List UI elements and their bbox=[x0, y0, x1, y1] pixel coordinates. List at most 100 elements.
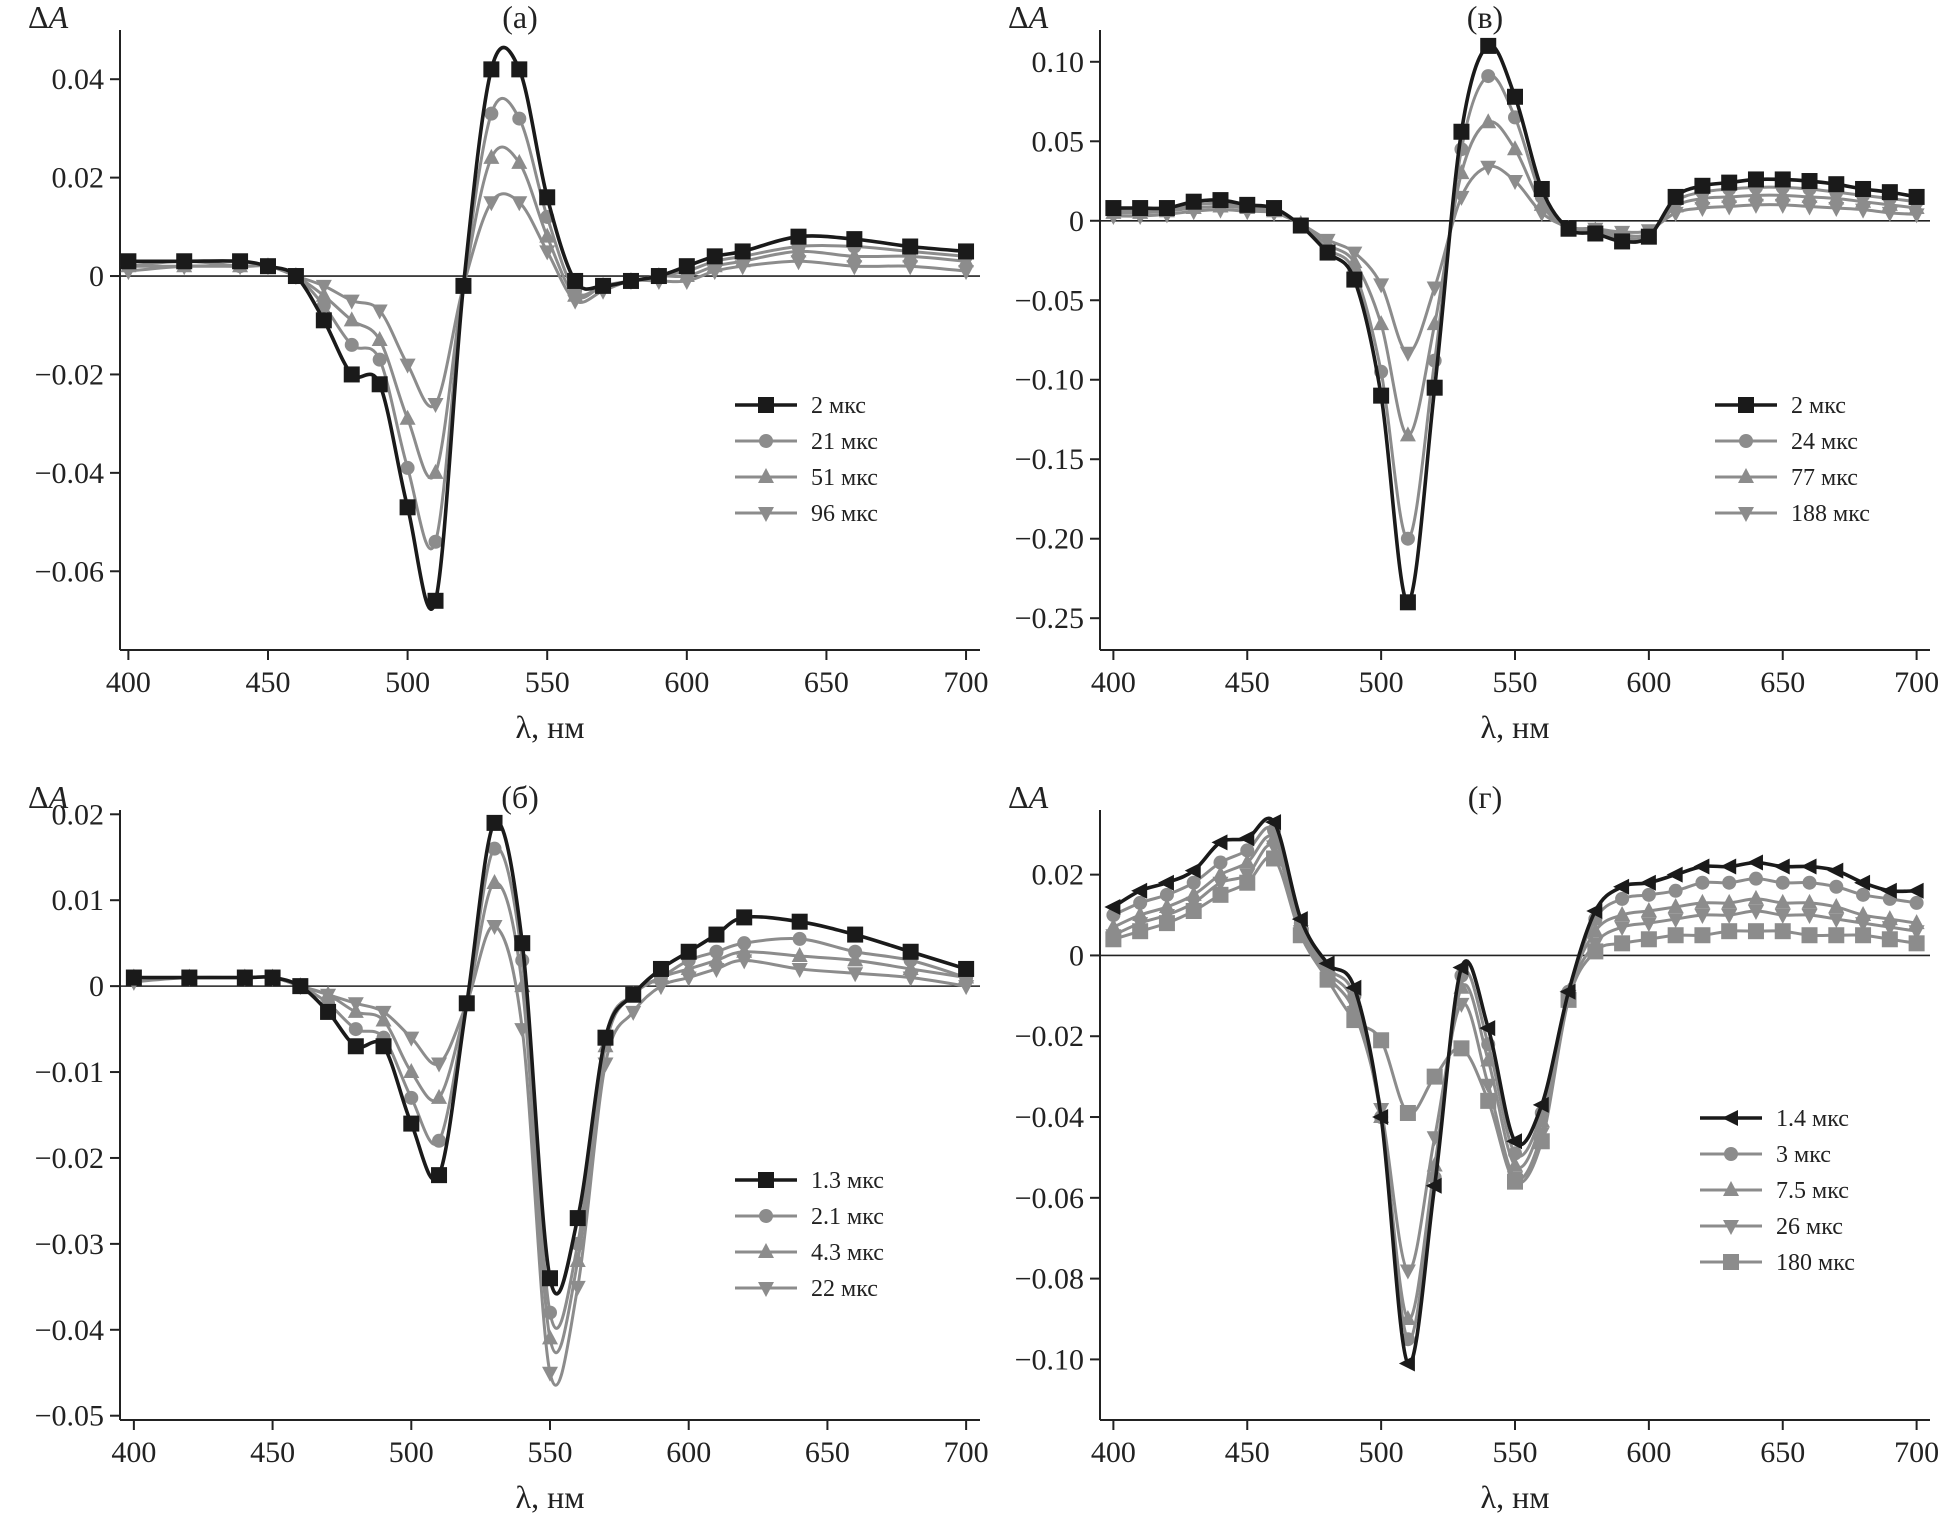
data-point bbox=[1479, 1020, 1496, 1037]
series-180-мкс bbox=[1105, 850, 1925, 1190]
data-point bbox=[484, 106, 499, 121]
data-point bbox=[1909, 895, 1924, 910]
data-point bbox=[1908, 208, 1925, 224]
panel-b: 400 450 500 550 600 650 700 −0.05 −0.04 −0.03 −0.0… bbox=[28, 779, 989, 1515]
data-point bbox=[706, 248, 723, 265]
data-point bbox=[1668, 883, 1683, 898]
data-point bbox=[1721, 923, 1738, 940]
data-point bbox=[1131, 882, 1148, 899]
data-point bbox=[847, 951, 864, 967]
data-point bbox=[1881, 931, 1898, 948]
data-point bbox=[902, 959, 919, 975]
data-point bbox=[650, 268, 667, 285]
y-axis-title-delta: Δ bbox=[28, 779, 49, 815]
data-point bbox=[1453, 123, 1470, 140]
legend-label: 24 мкс bbox=[1791, 429, 1858, 455]
data-point bbox=[292, 978, 309, 995]
data-point bbox=[399, 409, 416, 425]
data-point bbox=[708, 962, 725, 978]
data-point bbox=[791, 962, 808, 978]
data-point bbox=[1801, 909, 1818, 925]
data-point bbox=[1667, 188, 1684, 205]
panel-title: (г) bbox=[1468, 779, 1502, 815]
x-tick-label: 400 bbox=[1091, 666, 1136, 699]
legend-label: 26 мкс bbox=[1776, 1214, 1843, 1240]
y-tick-label: −0.10 bbox=[1015, 364, 1084, 397]
data-point bbox=[1132, 200, 1149, 217]
data-point bbox=[486, 919, 503, 935]
data-point bbox=[1399, 1264, 1416, 1280]
data-point bbox=[902, 247, 919, 263]
y-tick-label: 0 bbox=[89, 970, 104, 1003]
y-tick-label: −0.08 bbox=[1015, 1263, 1084, 1296]
legend-marker bbox=[1738, 397, 1754, 413]
data-point bbox=[1158, 200, 1175, 217]
data-point bbox=[790, 255, 807, 271]
data-point bbox=[1828, 913, 1845, 929]
data-point bbox=[680, 943, 697, 960]
data-point bbox=[1721, 200, 1738, 216]
legend-label: 77 мкс bbox=[1791, 465, 1858, 491]
data-point bbox=[403, 1031, 420, 1047]
data-point bbox=[1721, 893, 1738, 909]
legend: 1.3 мкс 2.1 мкс 4.3 мкс 22 мкс bbox=[735, 1168, 884, 1302]
data-point bbox=[1693, 858, 1710, 875]
data-point bbox=[1105, 200, 1122, 217]
data-point bbox=[1184, 862, 1201, 879]
legend-marker bbox=[1722, 1110, 1738, 1126]
data-point bbox=[1828, 189, 1845, 205]
y-tick-label: 0 bbox=[1069, 939, 1084, 972]
data-point bbox=[1532, 1096, 1549, 1113]
data-point bbox=[1319, 971, 1336, 988]
data-point bbox=[1907, 882, 1924, 899]
data-point bbox=[1506, 1133, 1522, 1150]
y-axis-title-delta: Δ bbox=[28, 0, 49, 35]
data-point bbox=[427, 463, 444, 479]
legend-label: 51 мкс bbox=[811, 465, 878, 491]
data-point bbox=[847, 967, 864, 983]
data-point bbox=[1801, 893, 1818, 909]
legend-label: 2 мкс bbox=[811, 393, 866, 419]
series-2-мкс bbox=[120, 45, 975, 611]
data-point bbox=[1720, 858, 1737, 875]
legend-marker bbox=[758, 1172, 774, 1188]
x-tick-label: 700 bbox=[1894, 1436, 1939, 1469]
data-point bbox=[486, 874, 503, 890]
data-point bbox=[1747, 889, 1764, 905]
data-point bbox=[1854, 874, 1871, 891]
legend-label: 7.5 мкс bbox=[1776, 1178, 1849, 1204]
data-point bbox=[347, 1038, 364, 1055]
data-point bbox=[1105, 931, 1122, 948]
data-point bbox=[1908, 188, 1925, 205]
legend: 2 мкс 24 мкс 77 мкс 188 мкс bbox=[1715, 393, 1870, 527]
y-axis-title: ΔA bbox=[28, 0, 69, 35]
data-point bbox=[1694, 202, 1711, 218]
data-point bbox=[514, 1023, 531, 1039]
data-point bbox=[1828, 897, 1845, 913]
data-point bbox=[1399, 346, 1416, 362]
data-point bbox=[371, 331, 388, 346]
data-point bbox=[1426, 315, 1443, 331]
data-point bbox=[1721, 909, 1738, 925]
data-point bbox=[511, 153, 528, 169]
data-point bbox=[375, 1038, 392, 1055]
data-point bbox=[542, 1366, 558, 1382]
data-point bbox=[1667, 897, 1684, 913]
legend-label: 21 мкс bbox=[811, 429, 878, 455]
data-point bbox=[625, 986, 642, 1003]
data-point bbox=[1747, 923, 1764, 940]
data-point bbox=[958, 265, 975, 281]
data-point bbox=[1453, 190, 1470, 206]
data-point bbox=[371, 304, 388, 320]
y-axis-title: ΔA bbox=[1008, 0, 1049, 35]
data-point bbox=[232, 253, 249, 270]
data-point bbox=[1748, 871, 1763, 886]
data-point bbox=[652, 980, 669, 996]
data-point bbox=[1855, 917, 1872, 933]
data-point bbox=[371, 376, 388, 393]
data-point bbox=[1721, 187, 1738, 203]
data-point bbox=[1104, 898, 1121, 915]
data-point bbox=[680, 971, 697, 987]
data-point bbox=[569, 1280, 586, 1296]
data-point bbox=[1480, 113, 1497, 129]
